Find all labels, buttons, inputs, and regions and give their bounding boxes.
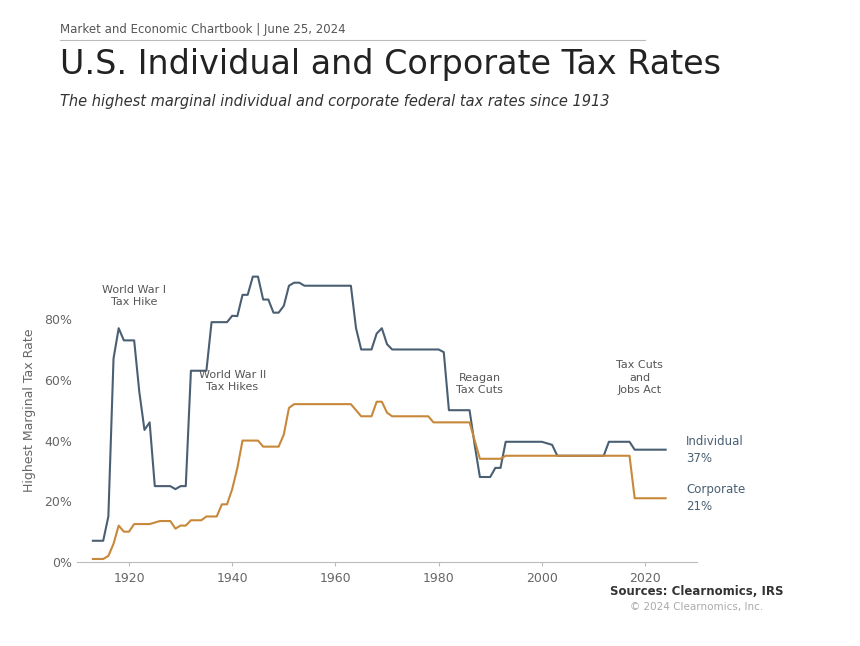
- Text: U.S. Individual and Corporate Tax Rates: U.S. Individual and Corporate Tax Rates: [60, 48, 722, 81]
- Text: Reagan
Tax Cuts: Reagan Tax Cuts: [457, 373, 503, 395]
- Text: World War II
Tax Hikes: World War II Tax Hikes: [199, 370, 266, 392]
- Text: The highest marginal individual and corporate federal tax rates since 1913: The highest marginal individual and corp…: [60, 94, 610, 109]
- Text: Individual
37%: Individual 37%: [686, 435, 744, 464]
- Text: Corporate
21%: Corporate 21%: [686, 483, 746, 514]
- Text: © 2024 Clearnomics, Inc.: © 2024 Clearnomics, Inc.: [630, 603, 763, 612]
- Y-axis label: Highest Marginal Tax Rate: Highest Marginal Tax Rate: [22, 328, 35, 492]
- Text: Market and Economic Chartbook | June 25, 2024: Market and Economic Chartbook | June 25,…: [60, 23, 346, 36]
- Text: Tax Cuts
and
Jobs Act: Tax Cuts and Jobs Act: [617, 360, 663, 395]
- Text: Sources: Clearnomics, IRS: Sources: Clearnomics, IRS: [610, 585, 783, 598]
- Text: World War I
Tax Hike: World War I Tax Hike: [102, 285, 166, 307]
